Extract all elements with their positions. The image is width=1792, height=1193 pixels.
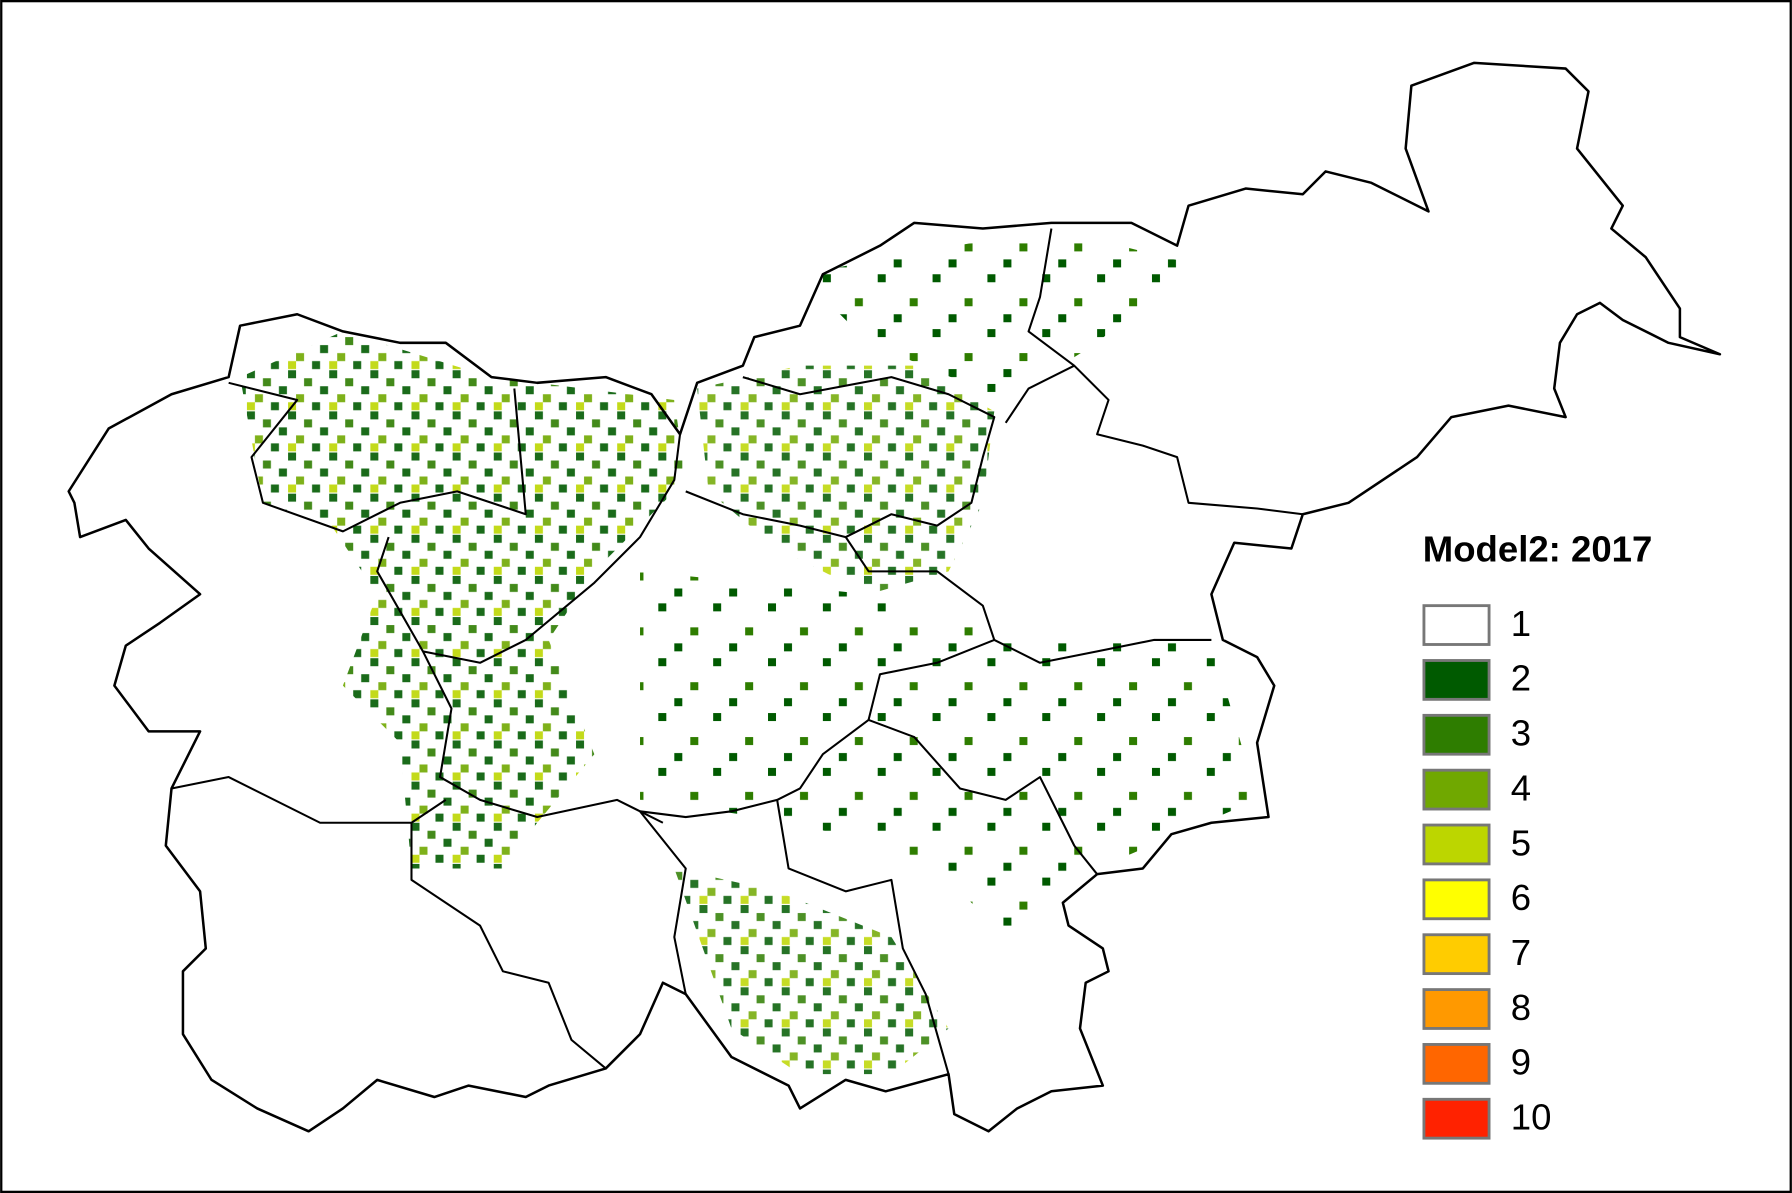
- legend-swatch: [1422, 768, 1491, 811]
- legend-label: 1: [1511, 603, 1531, 644]
- legend: Model2: 2017 1 2 3 4 5 6 7 8 9 10: [1422, 529, 1653, 1140]
- legend-swatch: [1422, 988, 1491, 1030]
- region-border: [422, 434, 682, 664]
- forest-cover: [240, 228, 1258, 1075]
- legend-swatch: [1422, 933, 1491, 976]
- forest-patch: [240, 331, 686, 869]
- legend-label: 2: [1511, 658, 1531, 699]
- forest-patch: [697, 365, 995, 595]
- region-border: [1004, 364, 1075, 424]
- legend-title: Model2: 2017: [1423, 529, 1653, 570]
- region-border: [228, 381, 527, 533]
- legend-label: 9: [1511, 1042, 1531, 1083]
- legend-swatch: [1422, 604, 1491, 646]
- legend-swatch: [1422, 1043, 1491, 1085]
- region-borders: [171, 228, 1303, 1075]
- region-border: [171, 776, 447, 824]
- region-border: [639, 810, 687, 995]
- legend-swatch: [1422, 823, 1491, 866]
- legend-label: 5: [1511, 822, 1531, 863]
- region-border: [742, 376, 996, 538]
- legend-label: 7: [1511, 932, 1531, 973]
- legend-label: 8: [1511, 987, 1531, 1028]
- region-border: [410, 822, 607, 1070]
- region-border: [993, 638, 1212, 664]
- legend-label: 10: [1511, 1097, 1552, 1138]
- region-border: [868, 718, 1098, 875]
- region-border: [1027, 228, 1303, 516]
- legend-swatch: [1422, 713, 1491, 756]
- country-outline: [67, 61, 1722, 1133]
- legend-swatch: [1422, 878, 1491, 921]
- region-border: [639, 490, 996, 819]
- legend-swatch: [1422, 659, 1491, 701]
- forest-patch: [800, 228, 1189, 400]
- legend-label: 3: [1511, 713, 1531, 754]
- legend-swatch: [1422, 1097, 1491, 1140]
- forest-patch: [640, 571, 1258, 938]
- region-border: [776, 799, 950, 1075]
- legend-label: 4: [1511, 767, 1531, 808]
- forest-patch: [674, 868, 949, 1075]
- region-border: [376, 536, 664, 824]
- legend-label: 6: [1511, 877, 1531, 918]
